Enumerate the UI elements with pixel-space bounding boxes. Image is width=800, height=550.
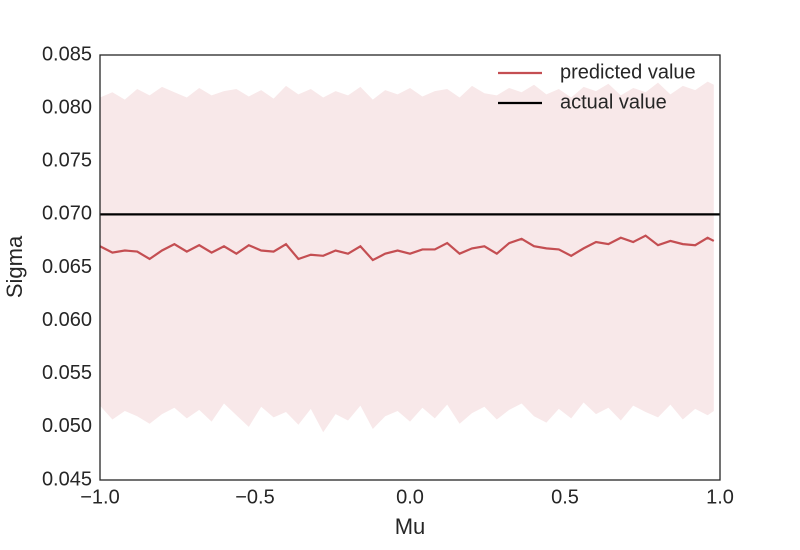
y-tick-label: 0.055 bbox=[42, 362, 92, 384]
y-axis-label: Sigma bbox=[2, 235, 27, 298]
y-tick-label: 0.050 bbox=[42, 415, 92, 437]
y-tick-label: 0.080 bbox=[42, 96, 92, 118]
plot-frame bbox=[99, 54, 721, 481]
y-tick-label: 0.085 bbox=[42, 43, 92, 65]
predicted-line bbox=[99, 234, 715, 262]
y-tick-label: 0.075 bbox=[42, 150, 92, 172]
y-tick-label: 0.045 bbox=[42, 468, 92, 490]
x-axis-label: Mu bbox=[395, 514, 426, 539]
x-tick-label: −0.5 bbox=[235, 486, 274, 508]
confidence-band bbox=[100, 81, 714, 433]
y-tick-label: 0.060 bbox=[42, 309, 92, 331]
x-tick-label: 0.5 bbox=[551, 486, 579, 508]
x-tick-label: 0.0 bbox=[396, 486, 424, 508]
legend-label: actual value bbox=[560, 91, 667, 113]
legend-label: predicted value bbox=[560, 61, 696, 83]
x-tick-label: −1.0 bbox=[80, 486, 119, 508]
y-tick-label: 0.070 bbox=[42, 203, 92, 225]
x-tick-label: 1.0 bbox=[706, 486, 734, 508]
y-tick-label: 0.065 bbox=[42, 256, 92, 278]
